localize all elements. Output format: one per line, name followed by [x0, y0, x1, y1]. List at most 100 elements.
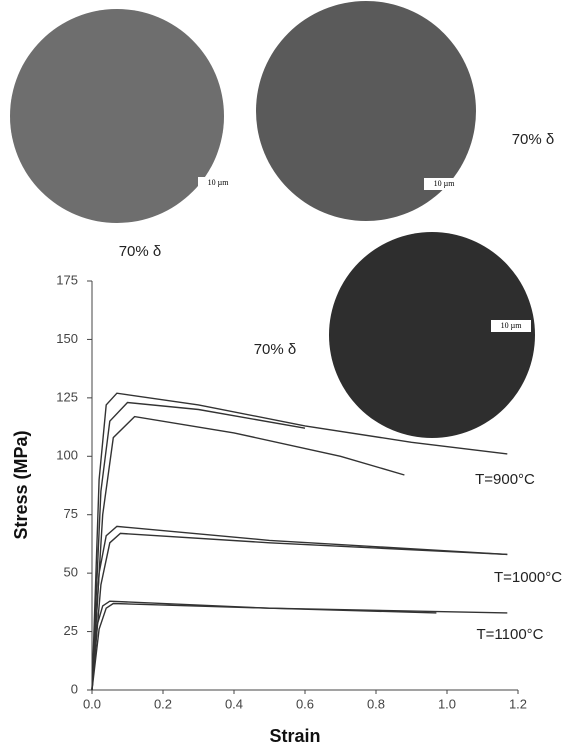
grain [453, 21, 461, 25]
grain [49, 13, 56, 17]
grain [213, 9, 224, 31]
grain [313, 1, 322, 6]
stress-strain-curve [91, 415, 405, 691]
grain [468, 22, 475, 29]
stress-strain-curve [91, 602, 437, 691]
grain [467, 42, 476, 49]
micrograph-label: 70% δ [119, 243, 162, 260]
grain [256, 44, 264, 49]
grain [446, 3, 454, 11]
grain [17, 170, 25, 177]
x-tick-label: 1.0 [438, 696, 456, 711]
grain [201, 17, 208, 24]
scale-label: 10 µm [208, 178, 230, 187]
grain [464, 52, 469, 58]
grain [17, 18, 38, 43]
x-tick-label: 0.8 [367, 696, 385, 711]
micrograph-bg [256, 1, 476, 221]
grain [10, 51, 19, 74]
grain [57, 211, 65, 218]
grain [10, 54, 20, 61]
grain [201, 16, 207, 24]
x-axis-title: Strain [269, 726, 320, 746]
y-tick-label: 50 [64, 565, 78, 580]
grain [10, 202, 12, 210]
grain [430, 215, 438, 221]
grain [220, 23, 224, 27]
annotation: T=900°C [475, 471, 535, 488]
y-axis-title: Stress (MPa) [11, 430, 31, 539]
y-tick-label: 175 [56, 272, 78, 287]
grain [194, 196, 204, 203]
grain [213, 47, 224, 57]
grain [202, 188, 208, 195]
grain [274, 204, 280, 212]
annotation: T=1000°C [494, 569, 562, 586]
grain [40, 19, 46, 22]
grain [441, 199, 450, 205]
grain [436, 7, 452, 23]
x-tick-label: 0.2 [154, 696, 172, 711]
grain [10, 54, 15, 58]
y-tick-label: 25 [64, 623, 78, 638]
scale-label: 10 µm [501, 321, 523, 330]
x-tick-label: 0.4 [225, 696, 243, 711]
grain [531, 272, 535, 275]
grain [10, 14, 17, 22]
grain [184, 212, 187, 216]
grain [441, 203, 445, 211]
grain [529, 250, 535, 258]
grain [211, 11, 219, 18]
grain [24, 29, 33, 36]
micrograph-label: 70% δ [254, 341, 297, 358]
grain [46, 214, 54, 218]
x-tick-label: 0.0 [83, 696, 101, 711]
micrograph-bg [329, 232, 535, 438]
grain [208, 9, 220, 41]
stress-strain-curve [91, 525, 508, 691]
grain [501, 413, 526, 429]
scale-box [424, 178, 464, 190]
grain [193, 31, 203, 36]
grain [340, 235, 345, 239]
grain [194, 190, 204, 197]
grain [256, 27, 264, 31]
grain [271, 201, 277, 209]
stress-strain-curve [91, 392, 508, 691]
micrograph-bg [10, 9, 224, 223]
grain [41, 205, 45, 209]
y-tick-label: 100 [56, 448, 78, 463]
scale-label: 10 µm [434, 179, 456, 188]
grain [201, 9, 224, 32]
y-tick-label: 75 [64, 506, 78, 521]
x-tick-label: 0.6 [296, 696, 314, 711]
y-tick-label: 0 [71, 681, 78, 696]
grain [505, 260, 510, 263]
grain [431, 15, 436, 20]
grain [466, 153, 476, 162]
grain [157, 216, 165, 222]
grain [42, 23, 51, 29]
grain [267, 184, 275, 189]
stress-strain-curve [91, 532, 508, 691]
grain [336, 408, 343, 414]
grain [10, 184, 12, 192]
scale-box [491, 320, 531, 332]
grain [23, 26, 33, 33]
grain [12, 32, 24, 44]
grain [444, 28, 454, 36]
x-tick-label: 1.2 [509, 696, 527, 711]
grain [443, 201, 451, 208]
grain [511, 232, 531, 242]
y-tick-label: 125 [56, 389, 78, 404]
grain [209, 19, 213, 24]
grain [194, 34, 200, 41]
grain [278, 6, 281, 12]
annotation: T=1100°C [476, 626, 543, 643]
grain [265, 194, 273, 203]
grain [37, 32, 41, 36]
grain [47, 10, 56, 18]
grain [409, 215, 418, 219]
grain [469, 200, 476, 208]
